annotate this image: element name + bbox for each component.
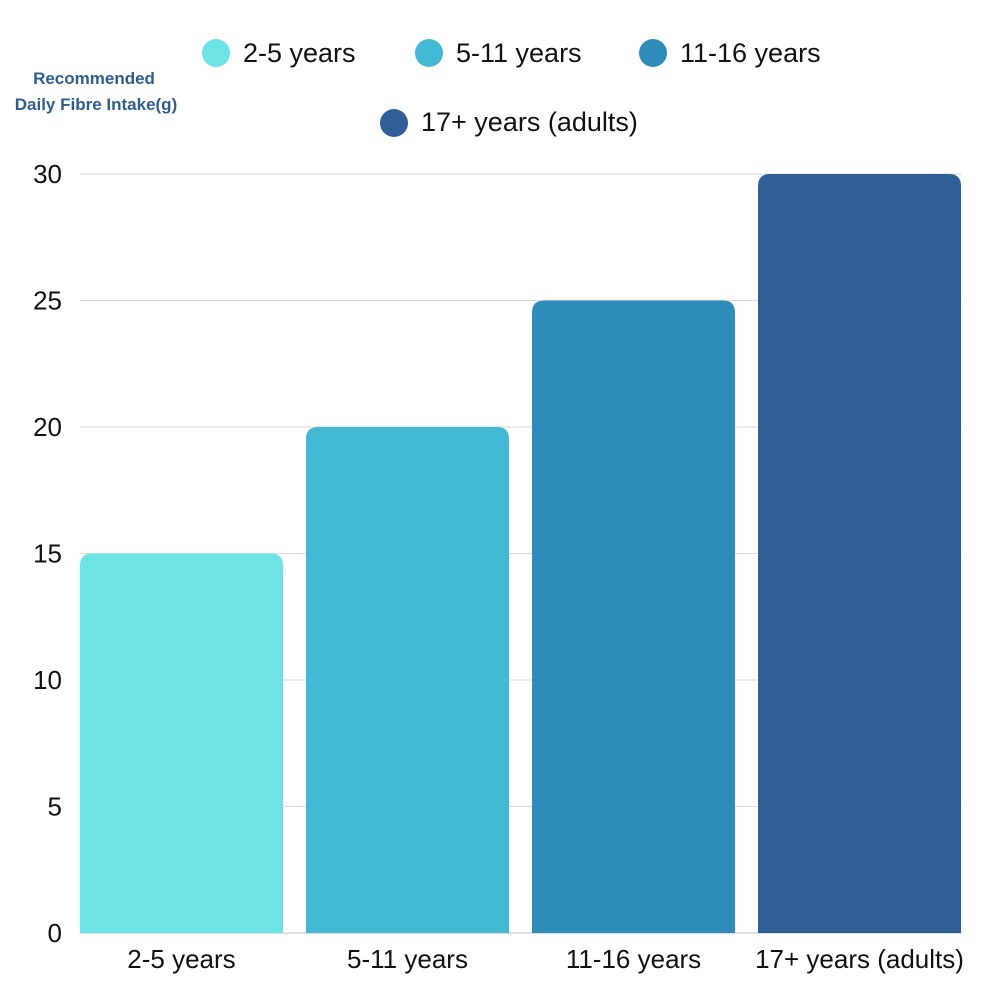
- legend-label: 5-11 years: [456, 38, 582, 68]
- bar: [532, 300, 735, 933]
- y-tick-label: 10: [33, 665, 62, 695]
- legend-label: 2-5 years: [243, 38, 356, 68]
- legend-label: 17+ years (adults): [421, 107, 638, 137]
- x-tick-label: 2-5 years: [127, 944, 235, 974]
- x-tick-label: 17+ years (adults): [755, 944, 964, 974]
- legend-swatch: [380, 109, 408, 137]
- bar: [306, 427, 509, 933]
- legend-swatch: [415, 39, 443, 67]
- legend: 2-5 years 5-11 years 11-16 years 17+ years …: [202, 38, 821, 137]
- legend-label: 11-16 years: [680, 38, 821, 68]
- y-tick-label: 5: [48, 792, 62, 822]
- y-tick-label: 25: [33, 286, 62, 316]
- y-tick-label: 20: [33, 412, 62, 442]
- y-axis-label-line-2: Daily Fibre Intake(g): [15, 95, 177, 114]
- x-tick-label: 11-16 years: [566, 944, 701, 974]
- y-axis-ticks: 0 5 10 15 20 25 30: [33, 159, 62, 948]
- bar: [758, 174, 961, 933]
- x-tick-label: 5-11 years: [347, 944, 468, 974]
- legend-swatch: [639, 39, 667, 67]
- y-axis-label-line-1: Recommended: [33, 69, 155, 88]
- x-axis-ticks: 2-5 years 5-11 years 11-16 years 17+ years …: [127, 944, 964, 974]
- bars: [80, 174, 961, 933]
- bar: [80, 553, 283, 933]
- y-tick-label: 0: [48, 918, 62, 948]
- legend-swatch: [202, 39, 230, 67]
- y-tick-label: 30: [33, 159, 62, 189]
- y-tick-label: 15: [33, 539, 62, 569]
